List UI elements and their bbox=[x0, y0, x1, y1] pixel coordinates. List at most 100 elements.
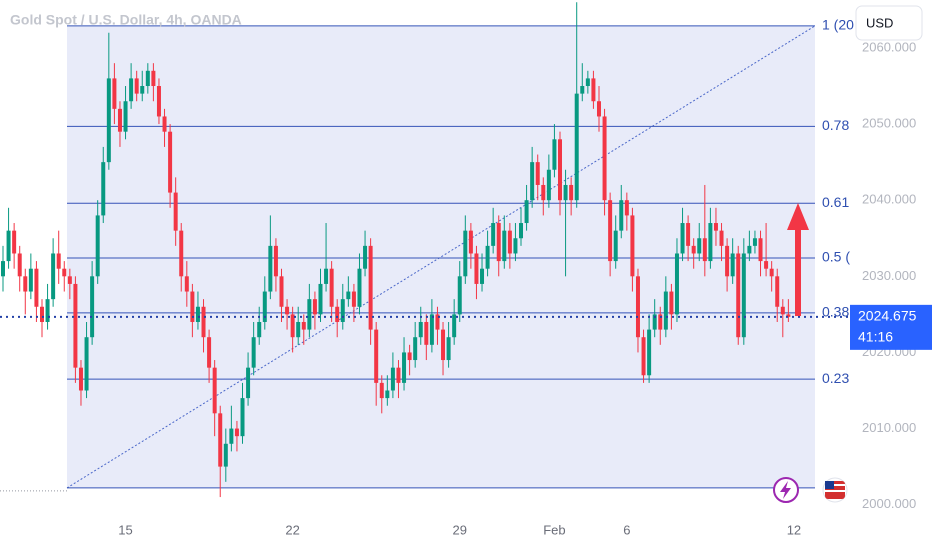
candle-body bbox=[769, 268, 774, 277]
candle-body bbox=[402, 352, 407, 383]
candle-body bbox=[385, 390, 390, 399]
candle-body bbox=[357, 268, 362, 307]
flag-stripe[interactable] bbox=[825, 490, 845, 492]
currency-label[interactable]: USD bbox=[866, 15, 893, 30]
candle-body bbox=[541, 184, 546, 201]
candle-body bbox=[173, 192, 178, 231]
candle-body bbox=[552, 139, 557, 170]
candle-body bbox=[1, 261, 5, 277]
candle-body bbox=[123, 101, 128, 132]
candle-body bbox=[691, 245, 696, 254]
candle-body bbox=[452, 314, 457, 338]
candle-body bbox=[741, 253, 746, 338]
candle-body bbox=[619, 200, 624, 231]
candle-body bbox=[106, 78, 111, 163]
candle-body bbox=[441, 329, 446, 361]
candle-body bbox=[84, 337, 89, 391]
candle-body bbox=[736, 253, 741, 338]
candle-body bbox=[697, 238, 702, 254]
candle-body bbox=[418, 321, 423, 338]
candle-body bbox=[279, 276, 284, 307]
overlay: 2000.0002010.0002020.0002030.0002040.000… bbox=[0, 39, 932, 537]
candle-body bbox=[23, 276, 28, 292]
candle-body bbox=[223, 443, 228, 467]
candle-body bbox=[12, 230, 17, 254]
candle-body bbox=[485, 245, 490, 269]
fib-retracement: 1 (20 0.78 0.61 0.5 (0.38 0.23 bbox=[0, 17, 854, 492]
lightning-icon[interactable] bbox=[773, 477, 799, 503]
candle-body bbox=[78, 367, 83, 391]
candle-body bbox=[725, 245, 730, 277]
candle-body bbox=[318, 283, 323, 315]
candle-body bbox=[457, 276, 462, 315]
candle-body bbox=[530, 162, 535, 201]
candle-body bbox=[463, 230, 468, 277]
candle-body bbox=[207, 337, 212, 368]
x-tick-label: 12 bbox=[787, 522, 801, 537]
candle-body bbox=[45, 299, 50, 322]
candle-body bbox=[273, 245, 278, 277]
candle-body bbox=[652, 314, 657, 330]
candle-body bbox=[641, 337, 646, 376]
fib-label: 0.38 bbox=[822, 304, 849, 320]
candle-body bbox=[780, 306, 785, 315]
candle-body bbox=[596, 101, 601, 117]
currency-button[interactable] bbox=[855, 5, 923, 41]
candle-body bbox=[368, 245, 373, 330]
price-tag bbox=[850, 304, 932, 350]
candle-body bbox=[513, 238, 518, 254]
candle-body bbox=[17, 253, 22, 277]
candle-body bbox=[168, 131, 173, 193]
candle-body bbox=[647, 329, 652, 376]
flag-canton[interactable] bbox=[825, 481, 834, 489]
candle-body bbox=[491, 223, 496, 246]
candle-body bbox=[251, 337, 256, 368]
candle-body bbox=[28, 268, 33, 292]
flag-icon[interactable] bbox=[822, 477, 848, 503]
candle-body bbox=[630, 215, 635, 277]
candle-body bbox=[162, 116, 167, 132]
candle-body bbox=[574, 93, 579, 201]
candle-body bbox=[569, 184, 574, 201]
candle-body bbox=[218, 413, 223, 467]
candle-body bbox=[201, 306, 206, 338]
candle-body bbox=[658, 314, 663, 330]
candle-body bbox=[396, 367, 401, 383]
candle-body bbox=[156, 86, 161, 117]
candle-body bbox=[502, 230, 507, 262]
candle-body bbox=[524, 200, 529, 224]
candle-body bbox=[480, 268, 485, 284]
candle-body bbox=[329, 268, 334, 307]
candle-body bbox=[117, 108, 122, 132]
candle-body bbox=[257, 321, 262, 338]
icon-bolt[interactable] bbox=[780, 481, 791, 499]
candle-body bbox=[179, 230, 184, 277]
y-tick-label: 2010.000 bbox=[862, 420, 916, 435]
countdown-label: 41:16 bbox=[858, 329, 893, 345]
candle-body bbox=[301, 321, 306, 330]
candle-body bbox=[663, 291, 668, 330]
candle-body bbox=[307, 299, 312, 330]
candle-body bbox=[468, 230, 473, 254]
candle-body bbox=[90, 276, 95, 338]
flag-stripe[interactable] bbox=[825, 484, 845, 486]
candle-body bbox=[719, 230, 724, 246]
candle-body bbox=[758, 238, 763, 262]
y-tick-label: 2030.000 bbox=[862, 268, 916, 283]
candle-body bbox=[535, 162, 540, 185]
candle-body bbox=[519, 223, 524, 239]
x-tick-label: 29 bbox=[453, 522, 467, 537]
candle-body bbox=[546, 169, 551, 201]
candle-body bbox=[234, 428, 239, 437]
candle-body bbox=[435, 314, 440, 330]
x-tick-label: 15 bbox=[118, 522, 132, 537]
candle-body bbox=[558, 139, 562, 201]
candle-body bbox=[340, 299, 345, 322]
candle-body bbox=[702, 238, 707, 262]
y-tick-label: 2040.000 bbox=[862, 192, 916, 207]
candle-body bbox=[73, 283, 78, 368]
candle-body bbox=[101, 162, 106, 216]
candle-body bbox=[67, 276, 72, 284]
candle-body bbox=[240, 398, 245, 437]
candle-body bbox=[424, 321, 429, 345]
